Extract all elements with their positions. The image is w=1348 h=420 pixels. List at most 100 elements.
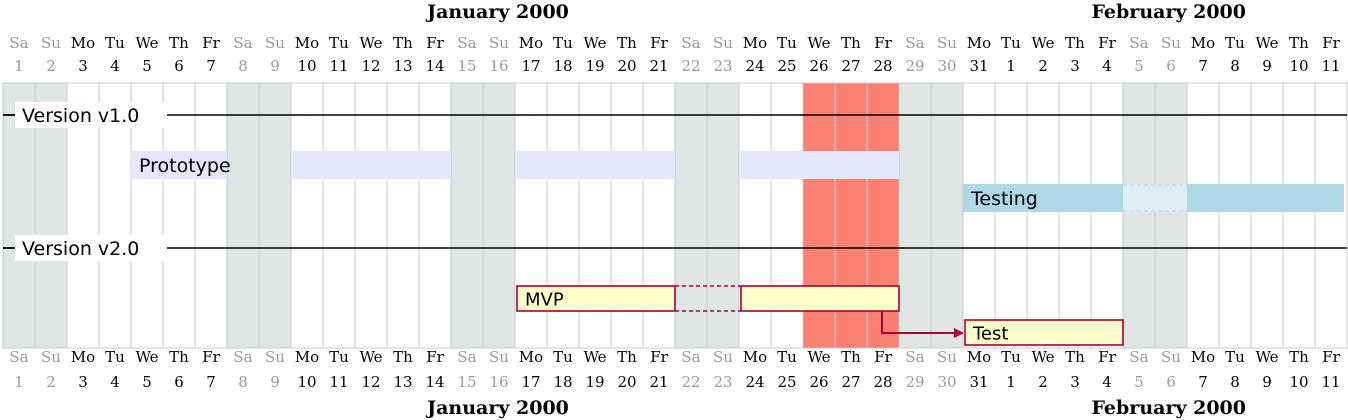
top-day-number: 12 [361, 57, 380, 75]
bottom-day-number: 23 [713, 373, 732, 391]
bottom-day-of-week: Mo [743, 348, 767, 366]
separator-label: Version v2.0 [22, 238, 139, 260]
weekend-day-column [707, 83, 739, 348]
task-prototype: Prototype [131, 151, 899, 179]
top-day-number: 4 [1102, 57, 1112, 75]
bottom-day-number: 6 [1166, 373, 1176, 391]
top-day-of-week: Th [617, 34, 637, 52]
top-day-number: 24 [745, 57, 764, 75]
top-day-of-week: Sa [905, 34, 924, 52]
bottom-day-number: 30 [937, 373, 956, 391]
top-day-of-week: Fr [1098, 34, 1116, 52]
top-day-of-week: Sa [233, 34, 252, 52]
bottom-day-number: 21 [649, 373, 668, 391]
bottom-day-of-week: Tu [1001, 348, 1021, 366]
bottom-day-number: 17 [521, 373, 540, 391]
bottom-day-of-week: Su [265, 348, 285, 366]
task-bar-segment [1187, 184, 1344, 212]
top-day-number: 23 [713, 57, 732, 75]
top-day-of-week: Tu [553, 34, 573, 52]
bottom-day-number: 7 [206, 373, 216, 391]
bottom-day-of-week: Th [617, 348, 637, 366]
top-day-of-week: Mo [743, 34, 767, 52]
top-day-of-week: Sa [457, 34, 476, 52]
top-day-of-week: Su [41, 34, 61, 52]
top-day-number: 16 [489, 57, 508, 75]
bottom-day-number: 31 [969, 373, 988, 391]
bottom-day-of-week: Tu [553, 348, 573, 366]
bottom-day-number: 11 [329, 373, 348, 391]
bottom-day-number: 9 [270, 373, 280, 391]
top-day-of-week: Th [1289, 34, 1309, 52]
version-separators: Version v1.0 Version v2.0 [3, 102, 1347, 261]
top-day-of-week: Tu [329, 34, 349, 52]
top-day-of-week: Th [169, 34, 189, 52]
bottom-day-of-week: Fr [1098, 348, 1116, 366]
timeline-header-top: January 2000 February 2000 Sa 1 Su 2 Mo 3 Tu 4 We 5… [9, 1, 1340, 75]
task-bar-segment [516, 285, 676, 312]
bottom-day-of-week: Tu [329, 348, 349, 366]
bottom-day-of-week: Su [41, 348, 61, 366]
top-day-of-week: Fr [1322, 34, 1340, 52]
top-day-of-week: We [1255, 34, 1278, 52]
bottom-day-of-week: Sa [1129, 348, 1148, 366]
bottom-month-label: January 2000 [425, 397, 569, 419]
bottom-day-of-week: Mo [1191, 348, 1215, 366]
tasks: Prototype Testing MVP Test [131, 151, 1344, 346]
task-bar-segment [291, 151, 451, 179]
weekend-day-column [1155, 83, 1187, 348]
bottom-day-number: 1 [1006, 373, 1016, 391]
top-day-number: 22 [681, 57, 700, 75]
top-day-number: 7 [206, 57, 216, 75]
bottom-day-of-week: Fr [650, 348, 668, 366]
top-day-of-week: Tu [777, 34, 797, 52]
task-test: Test [964, 319, 1124, 346]
bottom-day-number: 28 [873, 373, 892, 391]
top-day-of-week: Fr [874, 34, 892, 52]
separator-label-bg [15, 235, 167, 261]
bottom-day-of-week: We [359, 348, 382, 366]
bottom-day-number: 22 [681, 373, 700, 391]
top-month-label: February 2000 [1091, 1, 1246, 23]
top-day-number: 10 [1289, 57, 1308, 75]
top-day-number: 3 [78, 57, 88, 75]
bottom-day-of-week: Th [169, 348, 189, 366]
bottom-day-number: 27 [841, 373, 860, 391]
bottom-day-of-week: Su [937, 348, 957, 366]
bottom-day-of-week: Su [1161, 348, 1181, 366]
top-day-number: 9 [1262, 57, 1272, 75]
weekend-day-column [675, 83, 707, 348]
task-weekend-gap [1155, 184, 1187, 212]
bottom-day-number: 16 [489, 373, 508, 391]
top-day-of-week: Sa [1129, 34, 1148, 52]
top-day-number: 31 [969, 57, 988, 75]
top-day-of-week: Sa [9, 34, 28, 52]
top-day-of-week: Su [713, 34, 733, 52]
bottom-day-of-week: We [807, 348, 830, 366]
bottom-day-number: 6 [174, 373, 184, 391]
bottom-day-number: 12 [361, 373, 380, 391]
top-day-number: 11 [1321, 57, 1340, 75]
task-bar-segment [515, 151, 675, 179]
weekend-day-column [483, 83, 515, 348]
top-day-of-week: We [583, 34, 606, 52]
bottom-day-number: 2 [46, 373, 56, 391]
top-day-number: 10 [297, 57, 316, 75]
bottom-day-of-week: Fr [202, 348, 220, 366]
bottom-day-number: 5 [142, 373, 152, 391]
weekend-day-column [227, 83, 259, 348]
bottom-day-number: 4 [1102, 373, 1112, 391]
dependency-arrow-head [954, 328, 964, 338]
top-day-of-week: Th [1065, 34, 1085, 52]
bottom-day-number: 24 [745, 373, 764, 391]
bottom-day-number: 5 [1134, 373, 1144, 391]
top-day-of-week: We [1031, 34, 1054, 52]
top-day-number: 30 [937, 57, 956, 75]
bottom-day-number: 4 [110, 373, 120, 391]
task-bar-segment [964, 319, 1124, 346]
bottom-day-of-week: Tu [105, 348, 125, 366]
bottom-day-number: 1 [14, 373, 24, 391]
top-month-label: January 2000 [425, 1, 569, 23]
top-day-number: 27 [841, 57, 860, 75]
